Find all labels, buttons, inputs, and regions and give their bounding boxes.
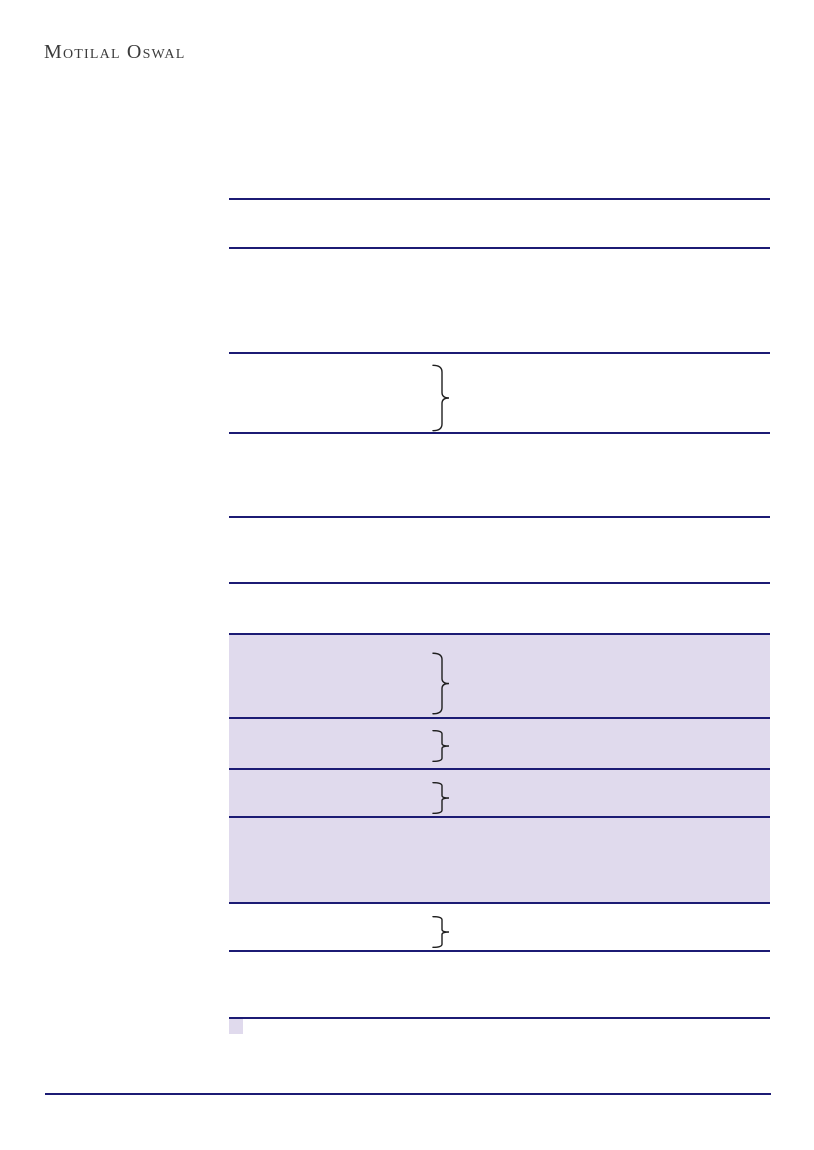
table-rule-5	[229, 516, 770, 518]
curly-brace-icon	[428, 782, 452, 814]
table-rule-6	[229, 582, 770, 584]
curly-brace-icon	[428, 916, 452, 948]
table-rule-4	[229, 432, 770, 434]
highlighted-row-2	[229, 717, 770, 768]
table-rule-13	[229, 1017, 770, 1019]
curly-brace-icon	[428, 652, 452, 715]
motilal-oswal-logo: Motilal Oswal	[44, 41, 186, 63]
table-rule-9	[229, 768, 770, 770]
highlighted-row-1	[229, 633, 770, 717]
table-rule-10	[229, 816, 770, 818]
curly-brace-icon	[428, 364, 452, 432]
table-rule-3	[229, 352, 770, 354]
footer-rule	[45, 1093, 771, 1095]
highlighted-row-4	[229, 816, 770, 902]
highlight-swatch	[229, 1018, 243, 1034]
table-rule-8	[229, 717, 770, 719]
table-rule-12	[229, 950, 770, 952]
table-rule-2	[229, 247, 770, 249]
table-rule-1	[229, 198, 770, 200]
table-rule-7	[229, 633, 770, 635]
highlighted-row-3	[229, 768, 770, 816]
table-rule-11	[229, 902, 770, 904]
curly-brace-icon	[428, 730, 452, 762]
